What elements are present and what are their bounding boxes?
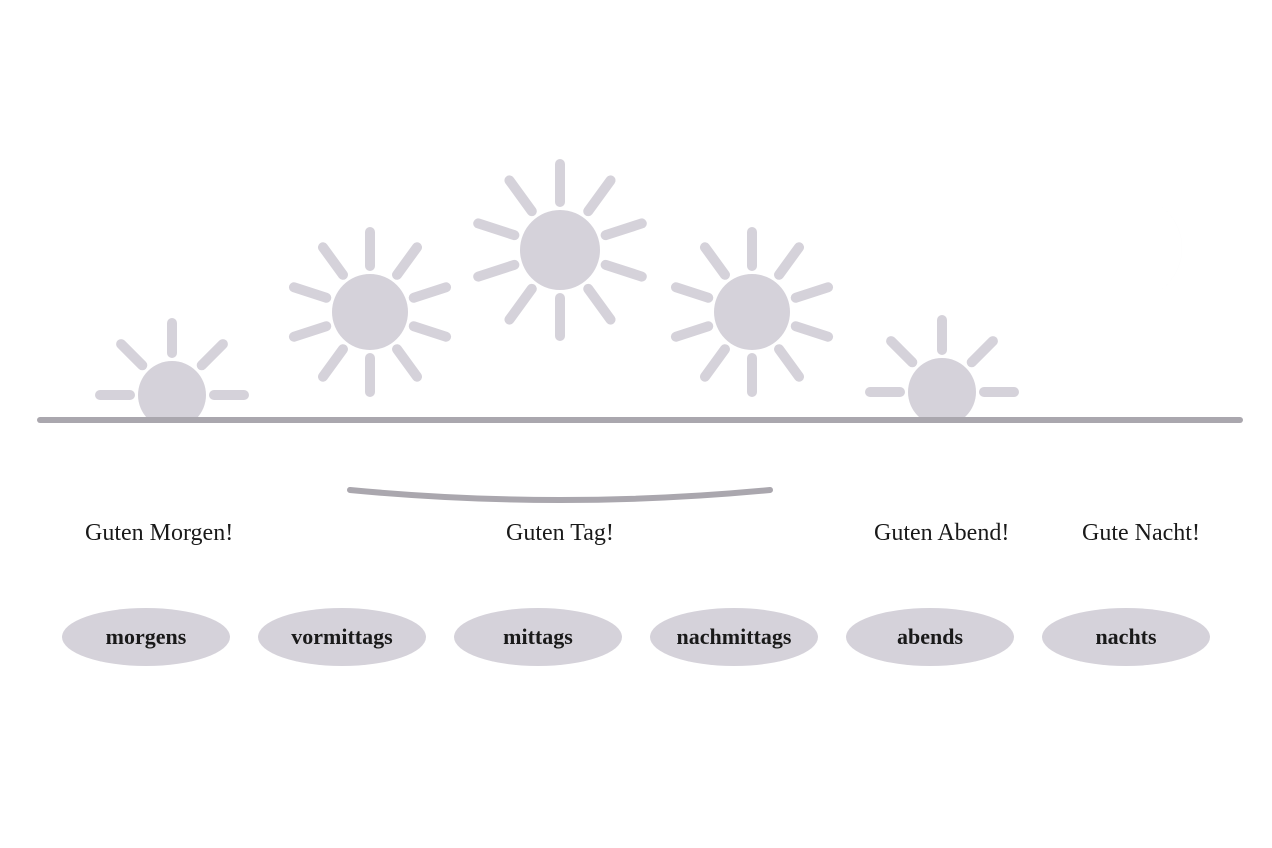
sky-illustration	[0, 0, 1272, 420]
pill-vormittags: vormittags	[258, 608, 426, 666]
pill-nachts: nachts	[1042, 608, 1210, 666]
greeting-evening: Guten Abend!	[874, 520, 1009, 547]
pill-morgens: morgens	[62, 608, 230, 666]
pill-label: abends	[897, 624, 963, 650]
pill-label: nachmittags	[677, 624, 792, 650]
greeting-night: Gute Nacht!	[1082, 520, 1200, 547]
pill-label: mittags	[503, 624, 573, 650]
pill-abends: abends	[846, 608, 1014, 666]
time-pill-row: morgens vormittags mittags nachmittags a…	[0, 608, 1272, 678]
pill-label: morgens	[106, 624, 187, 650]
pill-label: vormittags	[291, 624, 392, 650]
pill-mittags: mittags	[454, 608, 622, 666]
greetings-row: Guten Morgen! Guten Tag! Guten Abend! Gu…	[0, 520, 1272, 560]
pill-nachmittags: nachmittags	[650, 608, 818, 666]
greeting-day: Guten Tag!	[506, 520, 614, 547]
pill-label: nachts	[1095, 624, 1156, 650]
diagram-stage: Guten Morgen! Guten Tag! Guten Abend! Gu…	[0, 0, 1272, 848]
greeting-morning: Guten Morgen!	[85, 520, 233, 547]
